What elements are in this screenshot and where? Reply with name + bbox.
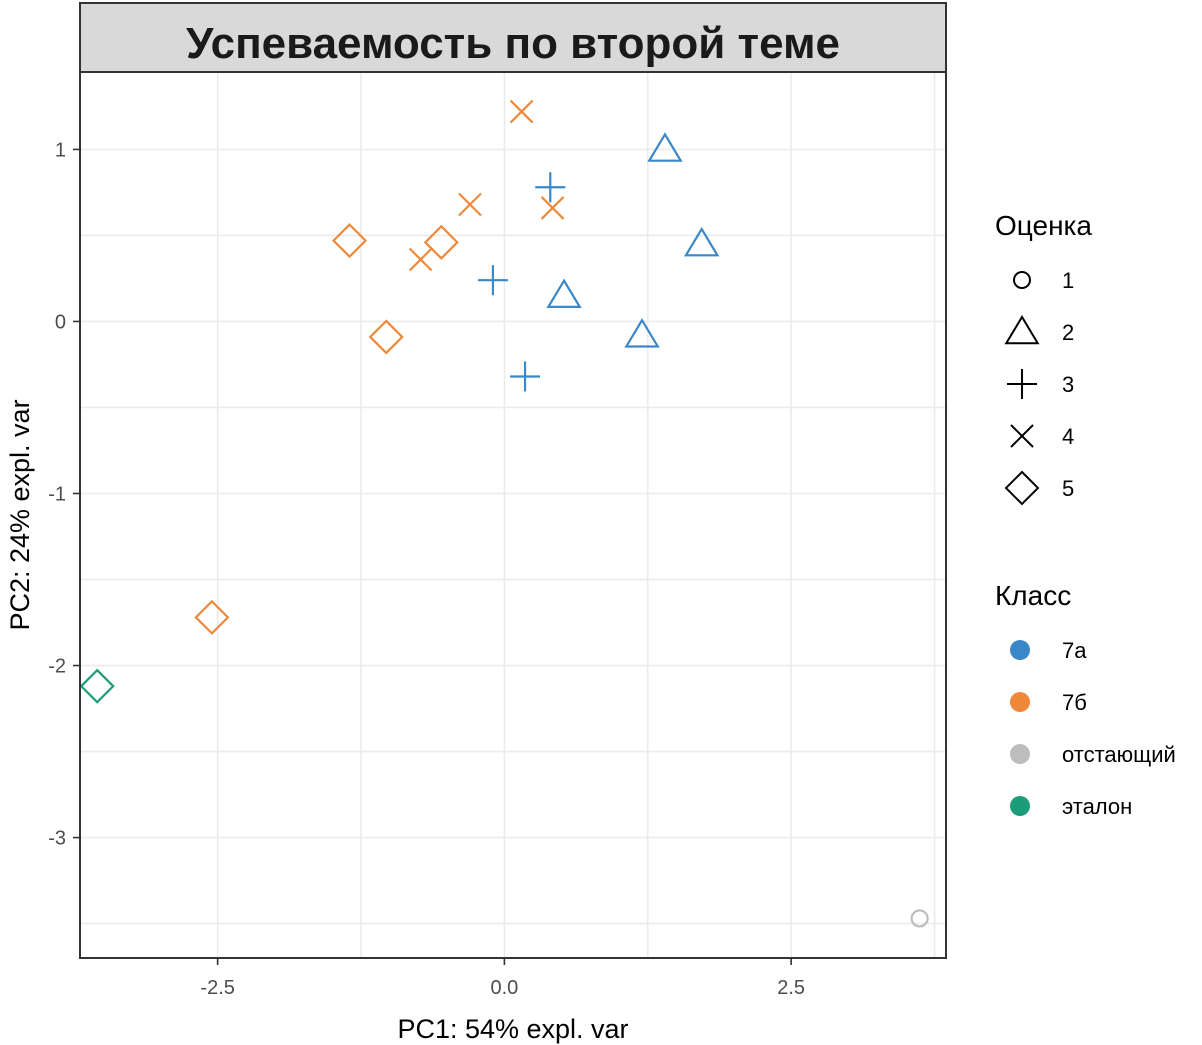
y-tick-label: 1 bbox=[55, 139, 66, 161]
plot-panel-border bbox=[79, 71, 947, 959]
data-point bbox=[458, 192, 482, 217]
data-point bbox=[546, 278, 582, 309]
legend-color-key bbox=[1010, 692, 1030, 712]
data-point-triangle bbox=[546, 278, 582, 309]
legend-shape-label: 1 bbox=[1062, 268, 1074, 293]
x-tick-label: 0.0 bbox=[490, 977, 518, 999]
legend-color-label: отстающий bbox=[1062, 742, 1176, 767]
legend-color-label: 7б bbox=[1062, 690, 1087, 715]
chart-title: Успеваемость по второй теме bbox=[186, 19, 840, 68]
data-point bbox=[368, 319, 404, 355]
data-point-diamond bbox=[331, 223, 368, 259]
data-points bbox=[79, 99, 929, 928]
y-tick-label: -2 bbox=[48, 656, 66, 678]
data-point bbox=[194, 599, 230, 635]
data-point-diamond bbox=[194, 599, 230, 635]
data-point bbox=[423, 224, 459, 260]
legend-shape-label: 2 bbox=[1062, 320, 1074, 345]
title-strip bbox=[79, 2, 947, 73]
data-point-diamond bbox=[79, 668, 115, 704]
data-point bbox=[624, 318, 660, 348]
data-point-triangle bbox=[683, 226, 720, 257]
data-point bbox=[477, 265, 508, 296]
x-tick-label: -2.5 bbox=[200, 977, 234, 999]
legend-shape-key-d2 bbox=[1010, 424, 1034, 448]
legend-shape-label: 3 bbox=[1062, 372, 1074, 397]
data-point-d2 bbox=[540, 196, 565, 220]
y-tick-label: -1 bbox=[48, 483, 66, 505]
legend-shape-key-triangle bbox=[1004, 315, 1040, 345]
data-point bbox=[510, 361, 541, 392]
legend-color-key bbox=[1010, 640, 1030, 660]
plot-panel bbox=[80, 72, 946, 958]
x-axis-ticks: -2.5 0.0 2.5 bbox=[200, 958, 805, 999]
data-point bbox=[647, 132, 683, 162]
legend-shape: 1 2 3 4 5 bbox=[1004, 268, 1074, 506]
legend-color-label: эталон bbox=[1062, 794, 1132, 819]
data-point-d2 bbox=[408, 247, 433, 272]
legend-shape-key bbox=[1004, 470, 1040, 506]
legend-color-label: 7а bbox=[1062, 638, 1087, 663]
data-point-d2 bbox=[509, 99, 534, 124]
legend-color-key bbox=[1010, 796, 1030, 816]
legend-shape-label: 5 bbox=[1062, 476, 1074, 501]
data-point bbox=[535, 172, 566, 203]
legend-shape-label: 4 bbox=[1062, 424, 1074, 449]
data-point bbox=[683, 226, 720, 257]
legend-shape-key-circle bbox=[1013, 271, 1031, 289]
grid-lines bbox=[80, 72, 946, 958]
legend-shape-key bbox=[1004, 315, 1040, 345]
legend-shape-key bbox=[1007, 369, 1037, 399]
x-axis-title: PC1: 54% expl. var bbox=[397, 1014, 628, 1044]
y-axis-title: PC2: 24% expl. var bbox=[5, 399, 35, 630]
y-tick-label: -3 bbox=[48, 828, 66, 850]
x-tick-label: 2.5 bbox=[777, 977, 805, 999]
data-point bbox=[408, 247, 433, 272]
legend-shape-title: Оценка bbox=[995, 210, 1092, 241]
data-point bbox=[509, 99, 534, 124]
y-tick-label: 0 bbox=[55, 311, 66, 333]
data-point-triangle bbox=[647, 132, 683, 162]
data-point-diamond bbox=[423, 224, 459, 260]
legend-color-title: Класс bbox=[995, 580, 1071, 611]
legend-color: 7а 7б отстающий эталон bbox=[1010, 638, 1176, 819]
data-point-triangle bbox=[624, 318, 660, 348]
data-point-diamond bbox=[368, 319, 404, 355]
y-axis-ticks: 1 0 -1 -2 -3 bbox=[48, 139, 80, 850]
legend-shape-key-diamond bbox=[1004, 470, 1040, 506]
data-point bbox=[910, 909, 929, 928]
data-point bbox=[540, 196, 565, 220]
data-point-d2 bbox=[458, 192, 482, 217]
legend-shape-key bbox=[1013, 271, 1031, 289]
legend-shape-key bbox=[1010, 424, 1034, 448]
legend-color-key bbox=[1010, 744, 1030, 764]
data-point-circle bbox=[910, 909, 929, 928]
data-point bbox=[79, 668, 115, 704]
data-point bbox=[331, 223, 368, 259]
